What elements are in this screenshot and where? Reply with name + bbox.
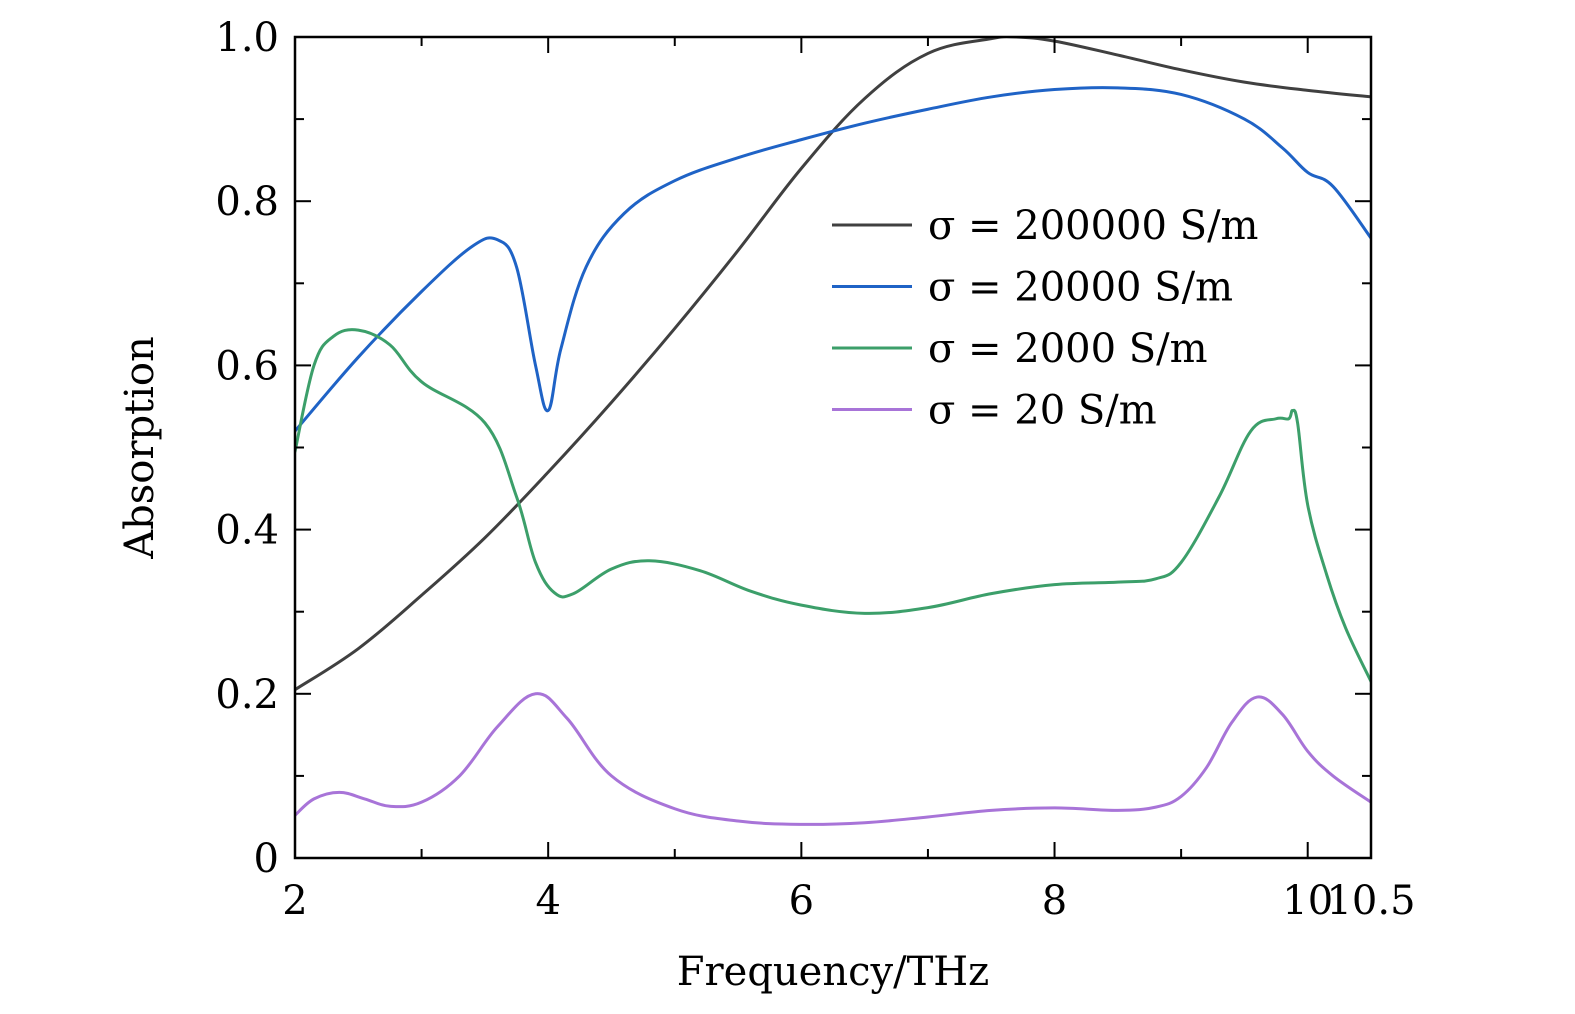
legend-label-1: σ = 200000 S/m [928, 203, 1258, 249]
y-axis: 0 0.2 0.4 0.6 0.8 1.0 [215, 15, 1371, 882]
legend: σ = 200000 S/m σ = 20000 S/m σ = 2000 S/m σ… [832, 203, 1258, 434]
y-tick-label: 1.0 [215, 15, 279, 61]
legend-label-2: σ = 20000 S/m [928, 265, 1233, 311]
y-tick-label: 0 [254, 836, 279, 882]
x-tick-label: 4 [535, 878, 560, 924]
x-tick-label: 10.5 [1326, 878, 1415, 924]
series-line-2 [295, 86, 1371, 433]
legend-label-4: σ = 20 S/m [928, 388, 1157, 434]
y-axis-title: Absorption [117, 336, 163, 560]
y-tick-label: 0.6 [215, 343, 279, 389]
x-axis-title: Frequency/THz [677, 949, 989, 995]
y-tick-label: 0.4 [215, 508, 279, 554]
series-line-4 [295, 692, 1371, 826]
x-tick-label: 8 [1042, 878, 1067, 924]
plot-frame [293, 35, 1373, 860]
x-tick-label: 2 [282, 878, 307, 924]
y-tick-label: 0.2 [215, 672, 279, 718]
y-tick-label: 0.8 [215, 179, 279, 225]
x-tick-label: 6 [789, 878, 814, 924]
series-line-1 [295, 37, 1371, 692]
series-line-3 [295, 328, 1371, 683]
legend-label-3: σ = 2000 S/m [928, 326, 1208, 372]
x-tick-label: 10 [1282, 878, 1333, 924]
series-layer [295, 37, 1371, 826]
